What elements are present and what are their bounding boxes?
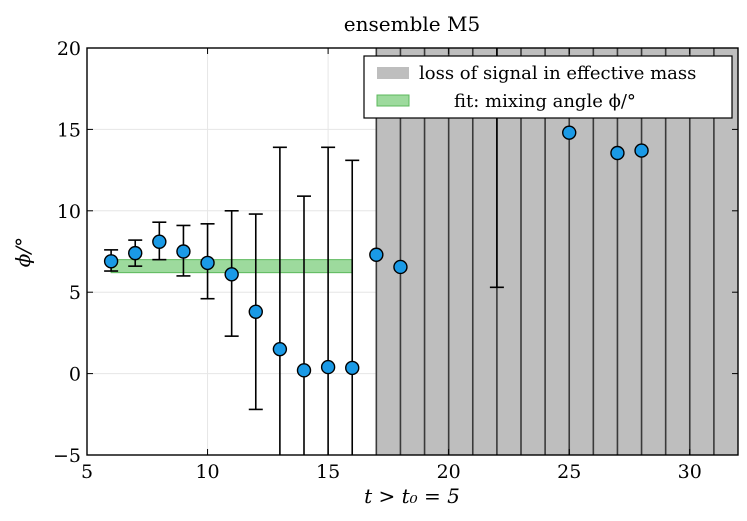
x-tick-label: 5: [81, 461, 93, 483]
x-tick-label: 15: [316, 461, 340, 483]
data-markers: [103, 125, 649, 378]
error-bar: [345, 159, 360, 455]
legend: loss of signal in effective mass fit: mi…: [363, 55, 733, 119]
x-axis-label: t > t₀ = 5: [364, 484, 460, 508]
y-tick-label: 5: [69, 282, 81, 304]
axis-ticks: [86, 47, 738, 456]
data-point: [152, 234, 167, 249]
x-tick-label: 25: [557, 461, 581, 483]
y-axis-label: ϕ/°: [11, 237, 35, 267]
y-tick-label: 0: [69, 364, 81, 386]
data-point: [128, 245, 143, 261]
data-point: [369, 247, 384, 262]
data-point: [224, 267, 239, 282]
data-point: [272, 341, 288, 357]
legend-label-loss: loss of signal in effective mass: [419, 63, 696, 84]
x-tick-label: 10: [195, 461, 219, 483]
y-tick-labels: −5 0 5 10 15 20: [53, 38, 81, 467]
data-point: [296, 363, 312, 378]
data-point: [634, 143, 649, 158]
y-tick-label: −5: [53, 445, 81, 467]
data-point: [345, 360, 360, 376]
legend-swatch-fit: [376, 94, 410, 107]
data-point: [103, 254, 119, 269]
data-point: [200, 255, 215, 271]
legend-swatch-loss: [377, 67, 409, 79]
data-point: [393, 259, 408, 275]
x-tick-label: 30: [678, 461, 702, 483]
chart-title: ensemble M5: [344, 12, 480, 36]
y-tick-label: 15: [57, 119, 81, 141]
error-bar: [272, 146, 287, 455]
data-point: [176, 244, 191, 259]
data-point: [248, 304, 263, 319]
data-point: [562, 125, 577, 140]
x-tick-labels: 5 10 15 20 25 30: [81, 461, 702, 483]
legend-label-fit: fit: mixing angle ϕ/°: [454, 91, 636, 112]
data-point: [320, 359, 336, 375]
error-bars: [104, 48, 504, 455]
y-tick-label: 10: [57, 201, 81, 223]
legend-box: [363, 55, 733, 119]
error-bar: [321, 146, 336, 455]
error-bar: [297, 195, 311, 455]
plot-frame: [86, 47, 739, 456]
y-tick-label: 20: [57, 38, 81, 60]
data-point: [610, 145, 625, 161]
x-tick-label: 20: [437, 461, 461, 483]
